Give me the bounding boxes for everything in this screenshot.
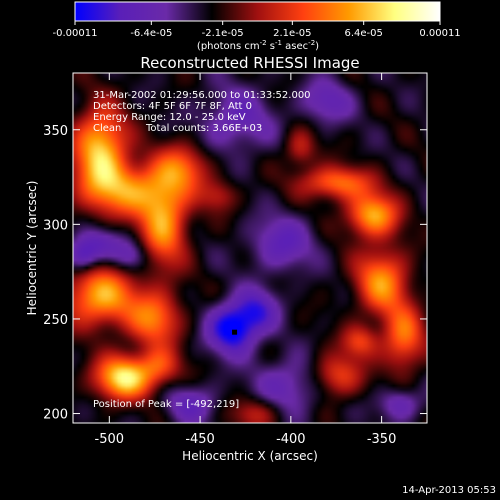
info-detectors: Detectors: 4F 5F 6F 7F 8F, Att 0 (93, 101, 252, 112)
footer-timestamp: 14-Apr-2013 05:53 (402, 485, 496, 496)
colorbar-tick-label: 0.00011 (419, 28, 460, 39)
colorbar-tick-label: -2.1e-05 (202, 28, 244, 39)
y-tick-label: 250 (43, 313, 68, 328)
peak-position-label: Position of Peak = [-492,219] (93, 399, 239, 410)
heatmap-image (73, 73, 427, 423)
colorbar-gradient (74, 1, 441, 22)
colorbar-tick-label: -0.00011 (53, 28, 98, 39)
colorbar-tick-label: 2.1e-05 (273, 28, 311, 39)
x-tick-label: -400 (276, 432, 306, 447)
colorbar: -0.00011 -6.4e-05 -2.1e-05 2.1e-05 6.4e-05 0.… (53, 1, 461, 52)
x-tick-label: -450 (185, 432, 215, 447)
info-total-counts: Total counts: 3.66E+03 (145, 123, 262, 134)
peak-marker (232, 329, 238, 335)
x-axis-label: Heliocentric X (arcsec) (182, 449, 318, 463)
colorbar-tick-label: -6.4e-05 (130, 28, 172, 39)
y-tick-label: 350 (43, 124, 68, 139)
chart-title: Reconstructed RHESSI Image (140, 54, 359, 72)
info-clean: Clean (93, 123, 121, 134)
x-axis: -500 -450 -400 -350 (95, 73, 397, 447)
info-time-range: 31-Mar-2002 01:29:56.000 to 01:33:52.000 (93, 90, 311, 101)
x-tick-label: -350 (367, 432, 397, 447)
y-tick-label: 300 (43, 218, 68, 233)
info-energy-range: Energy Range: 12.0 - 25.0 keV (93, 112, 246, 123)
plot-frame (72, 72, 428, 424)
colorbar-tick-label: 6.4e-05 (344, 28, 382, 39)
y-axis: 200 250 300 350 (43, 124, 427, 423)
x-tick-label: -500 (95, 432, 125, 447)
colorbar-ticks: -0.00011 -6.4e-05 -2.1e-05 2.1e-05 6.4e-05 0.… (53, 21, 461, 39)
colorbar-units: (photons cm-2 s-1 asec-2) (197, 39, 319, 52)
y-axis-label: Heliocentric Y (arcsec) (25, 181, 39, 316)
info-annotations: 31-Mar-2002 01:29:56.000 to 01:33:52.000… (93, 90, 311, 134)
heatmap-region (73, 73, 427, 423)
y-tick-label: 200 (43, 408, 68, 423)
